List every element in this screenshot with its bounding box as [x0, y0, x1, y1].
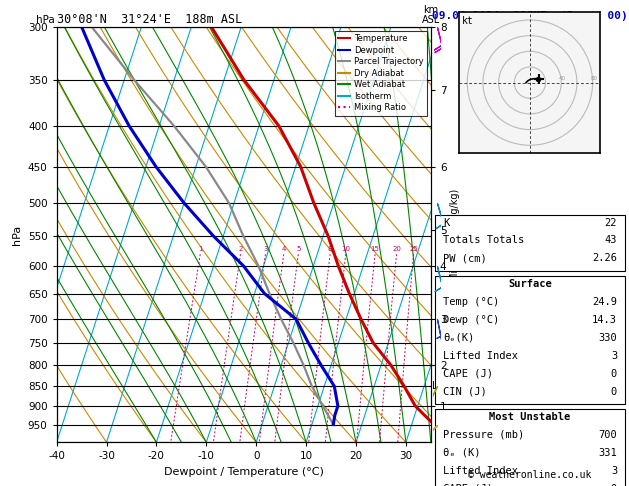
Text: 15: 15 [370, 246, 379, 252]
Text: Pressure (mb): Pressure (mb) [443, 430, 524, 440]
Text: 700: 700 [598, 430, 617, 440]
Bar [435, 215, 625, 271]
Text: 20: 20 [392, 246, 401, 252]
Text: 80: 80 [590, 76, 597, 81]
Text: 4: 4 [282, 246, 286, 252]
Text: 43: 43 [604, 236, 617, 245]
Text: 24.9: 24.9 [592, 297, 617, 307]
Text: 30°08'N  31°24'E  188m ASL: 30°08'N 31°24'E 188m ASL [57, 13, 242, 26]
Text: 3: 3 [611, 466, 617, 476]
Text: km
ASL: km ASL [421, 5, 440, 25]
Text: 8: 8 [328, 246, 332, 252]
Text: Surface: Surface [508, 279, 552, 289]
Text: 331: 331 [598, 448, 617, 458]
Text: 40: 40 [559, 76, 566, 81]
Text: θₑ(K): θₑ(K) [443, 333, 474, 343]
Y-axis label: hPa: hPa [13, 225, 22, 244]
Text: CAPE (J): CAPE (J) [443, 369, 493, 379]
Text: kt: kt [462, 17, 474, 26]
Bar [435, 276, 625, 404]
Text: CIN (J): CIN (J) [443, 387, 486, 397]
Text: 0: 0 [611, 484, 617, 486]
Text: Lifted Index: Lifted Index [443, 466, 518, 476]
Text: 14.3: 14.3 [592, 315, 617, 325]
Bar [435, 409, 625, 486]
Text: 3: 3 [611, 351, 617, 361]
Text: 0: 0 [611, 369, 617, 379]
Text: Totals Totals: Totals Totals [443, 236, 524, 245]
Text: 22: 22 [604, 218, 617, 227]
Text: 2.26: 2.26 [592, 254, 617, 263]
Text: 09.06.2024  00GMT  (Base: 00): 09.06.2024 00GMT (Base: 00) [432, 11, 628, 21]
Text: 2: 2 [238, 246, 243, 252]
Text: 330: 330 [598, 333, 617, 343]
Text: 10: 10 [342, 246, 350, 252]
X-axis label: Dewpoint / Temperature (°C): Dewpoint / Temperature (°C) [164, 467, 324, 477]
Text: Temp (°C): Temp (°C) [443, 297, 499, 307]
Text: hPa: hPa [36, 15, 55, 25]
Text: K: K [443, 218, 449, 227]
Text: © weatheronline.co.uk: © weatheronline.co.uk [468, 470, 592, 480]
Text: Dewp (°C): Dewp (°C) [443, 315, 499, 325]
Text: Lifted Index: Lifted Index [443, 351, 518, 361]
Text: 3: 3 [263, 246, 268, 252]
Text: LCL: LCL [431, 381, 449, 391]
Text: PW (cm): PW (cm) [443, 254, 486, 263]
Text: Mixing Ratio (g/kg): Mixing Ratio (g/kg) [450, 189, 460, 280]
Text: 25: 25 [409, 246, 418, 252]
Text: θₑ (K): θₑ (K) [443, 448, 481, 458]
Text: 5: 5 [296, 246, 301, 252]
Legend: Temperature, Dewpoint, Parcel Trajectory, Dry Adiabat, Wet Adiabat, Isotherm, Mi: Temperature, Dewpoint, Parcel Trajectory… [335, 31, 426, 116]
Text: CAPE (J): CAPE (J) [443, 484, 493, 486]
Text: Most Unstable: Most Unstable [489, 412, 571, 422]
Text: 1: 1 [198, 246, 203, 252]
Text: 0: 0 [611, 387, 617, 397]
